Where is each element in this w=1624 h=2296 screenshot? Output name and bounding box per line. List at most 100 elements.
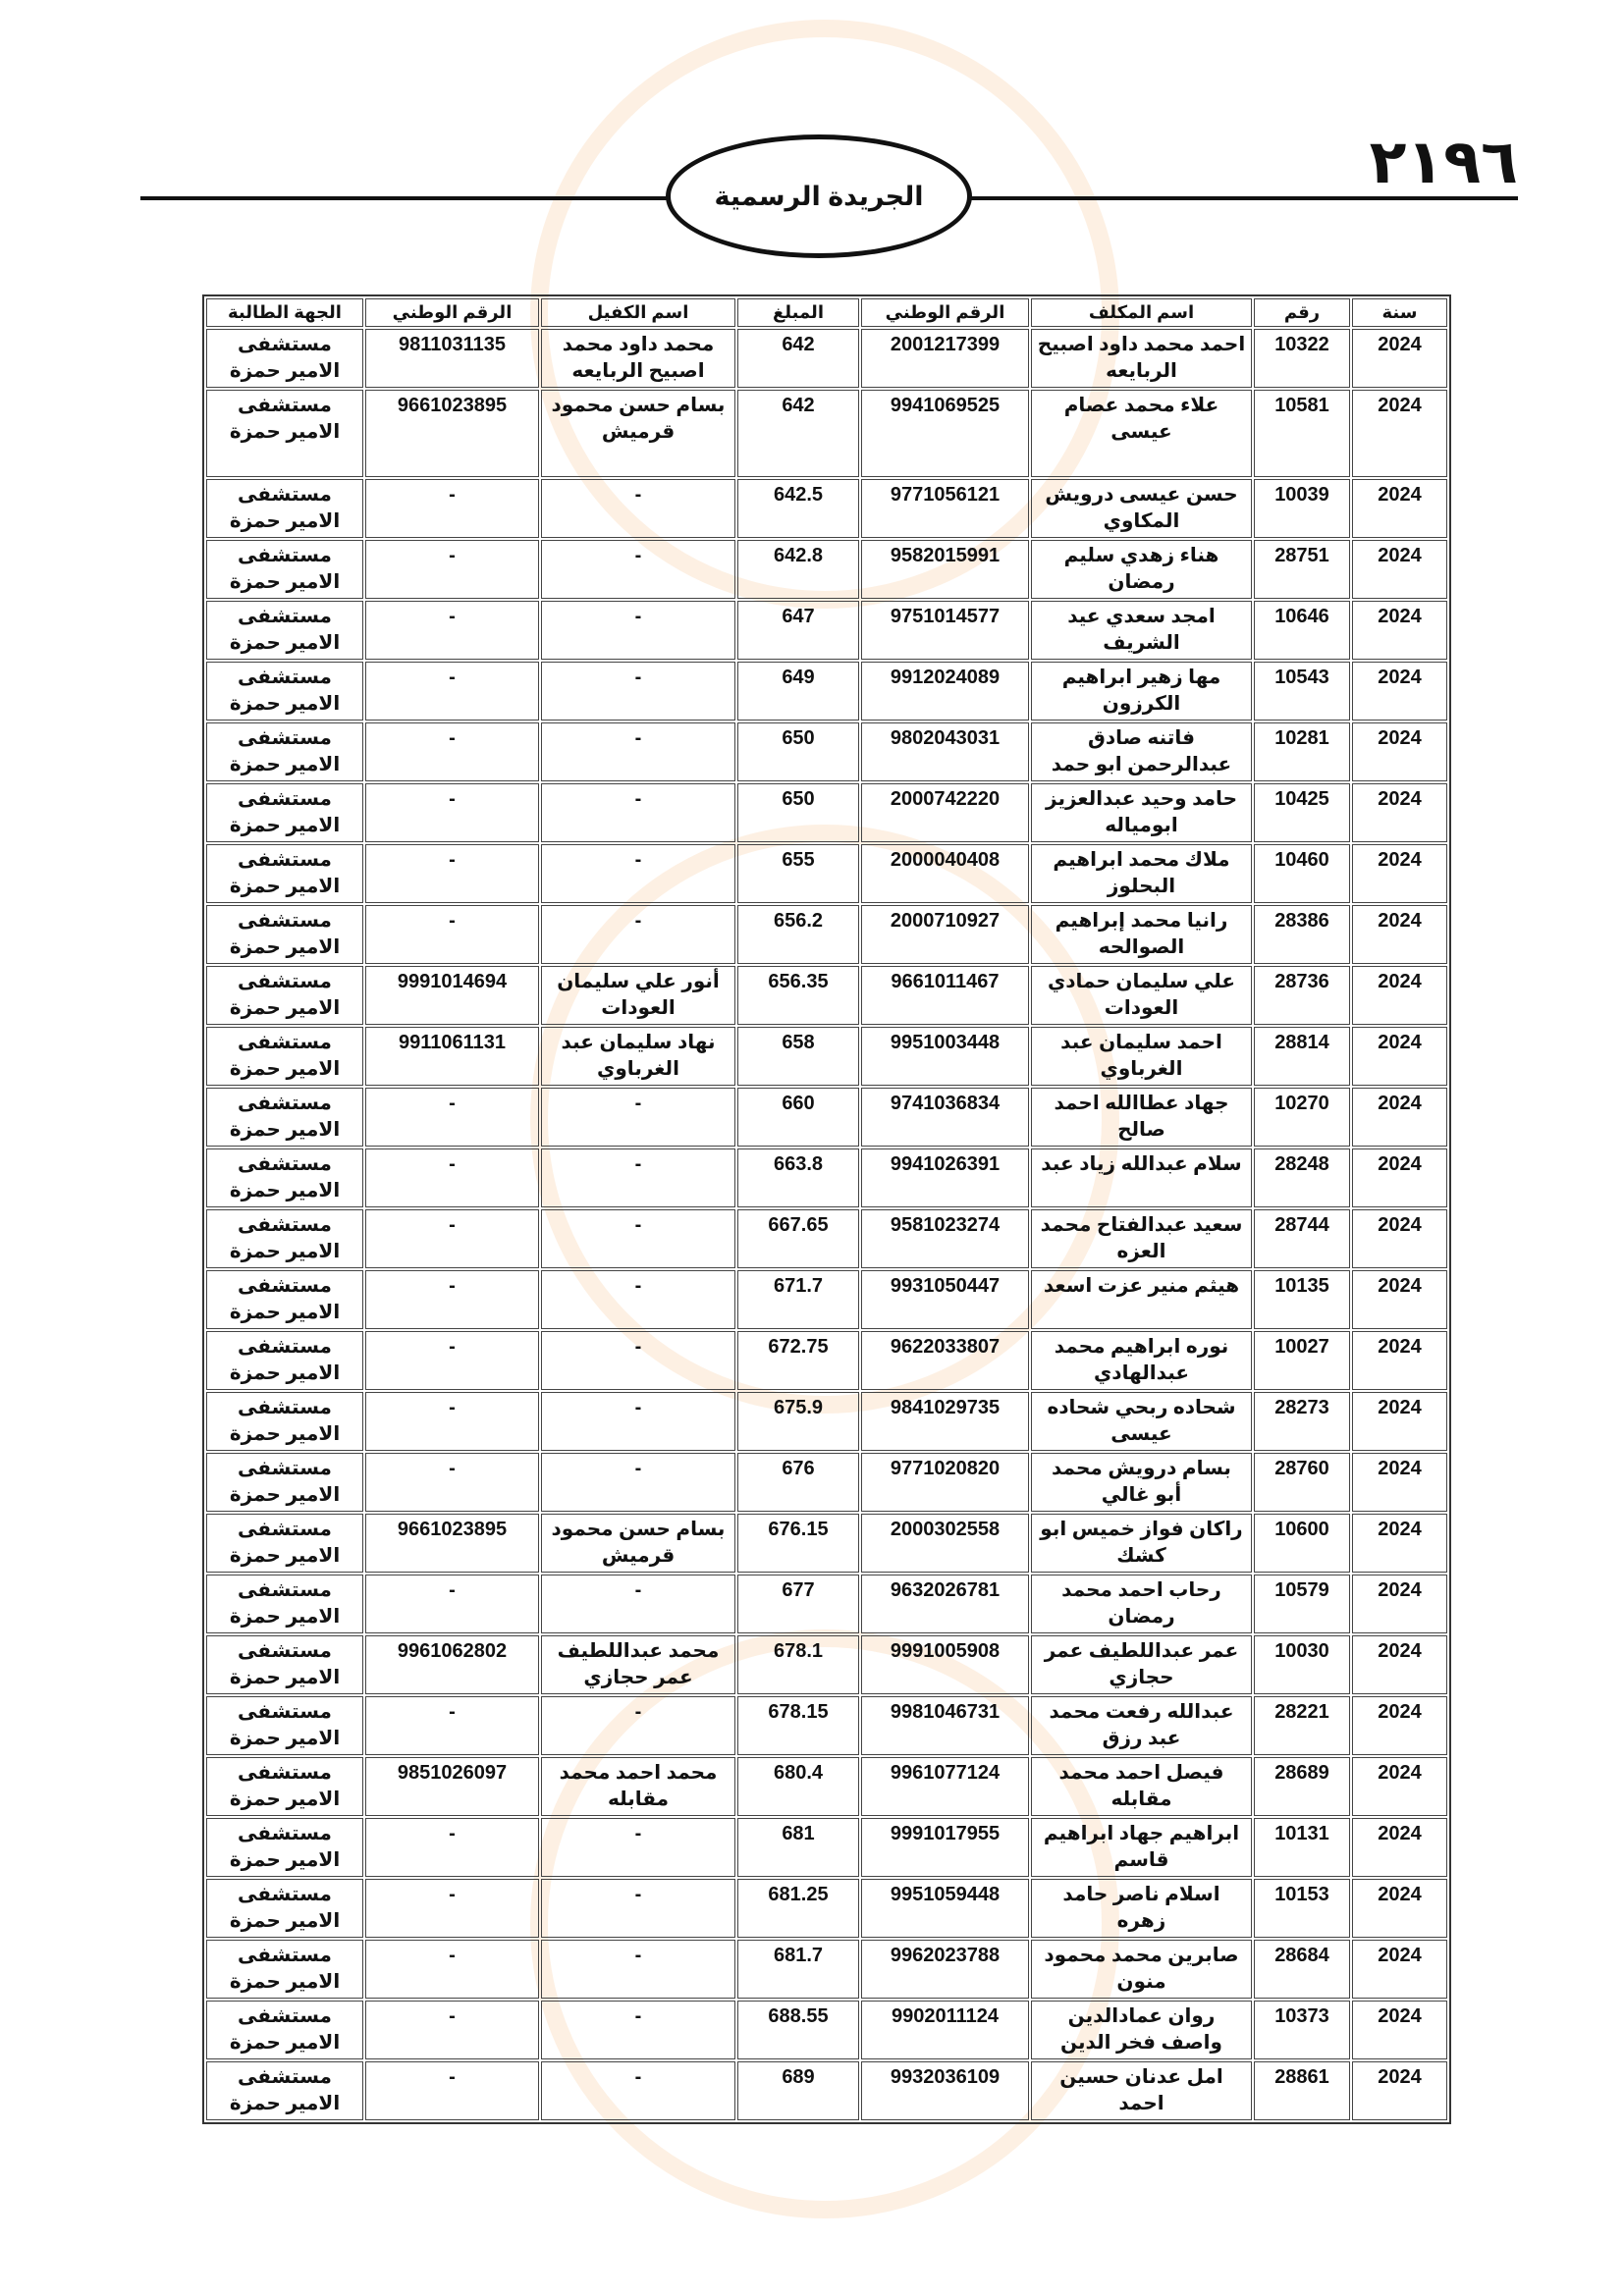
cell-year: 2024 — [1352, 966, 1447, 1025]
cell-year: 2024 — [1352, 1331, 1447, 1390]
cell-guarantor-name: بسام حسن محمود قرميش — [541, 1514, 735, 1573]
cell-record-number: 28248 — [1254, 1148, 1350, 1207]
cell-record-number: 10135 — [1254, 1270, 1350, 1329]
cell-year: 2024 — [1352, 1818, 1447, 1877]
cell-guarantor-national-id: - — [365, 905, 539, 964]
cell-amount: 642.8 — [737, 540, 859, 599]
cell-guarantor-national-id: 9811031135 — [365, 329, 539, 388]
cell-debtor-name: راكان فواز خميس ابو كشك — [1031, 1514, 1252, 1573]
table-row: 2024 10030 عمر عبداللطيف عمر حجازي 99910059… — [206, 1635, 1447, 1694]
cell-guarantor-name: - — [541, 1575, 735, 1633]
cell-record-number: 10460 — [1254, 844, 1350, 903]
table-row: 2024 28744 سعيد عبدالفتاح محمد العزه 958102… — [206, 1209, 1447, 1268]
cell-requesting-agency: مستشفى الامير حمزة — [206, 722, 363, 781]
table-row: 2024 28814 احمد سليمان عبد الغرباوي 9951003… — [206, 1027, 1447, 1086]
cell-record-number: 28689 — [1254, 1757, 1350, 1816]
cell-national-id: 9632026781 — [861, 1575, 1029, 1633]
table-row: 2024 10281 فاتنه صادق عبدالرحمن ابو حمد 980… — [206, 722, 1447, 781]
cell-guarantor-national-id: - — [365, 601, 539, 660]
cell-record-number: 10600 — [1254, 1514, 1350, 1573]
cell-national-id: 9661011467 — [861, 966, 1029, 1025]
cell-year: 2024 — [1352, 1940, 1447, 1999]
cell-amount: 689 — [737, 2061, 859, 2120]
cell-national-id: 2000710927 — [861, 905, 1029, 964]
cell-year: 2024 — [1352, 540, 1447, 599]
table-row: 2024 10270 جهاد عطاالله احمد صالح 974103683… — [206, 1088, 1447, 1147]
cell-record-number: 10131 — [1254, 1818, 1350, 1877]
cell-record-number: 28814 — [1254, 1027, 1350, 1086]
cell-guarantor-name: - — [541, 1940, 735, 1999]
table-row: 2024 28221 عبدالله رفعت محمد عبد رزق 998104… — [206, 1696, 1447, 1755]
cell-guarantor-national-id: - — [365, 540, 539, 599]
cell-national-id: 9741036834 — [861, 1088, 1029, 1147]
cell-debtor-name: حامد وحيد عبدالعزيز ابومياله — [1031, 783, 1252, 842]
cell-record-number: 10373 — [1254, 2001, 1350, 2059]
cell-debtor-name: نوره ابراهيم محمد عبدالهادي — [1031, 1331, 1252, 1390]
cell-record-number: 28273 — [1254, 1392, 1350, 1451]
table-row: 2024 10322 احمد محمد داود اصبيح الربايعه 20… — [206, 329, 1447, 388]
cell-national-id: 9912024089 — [861, 662, 1029, 721]
table-row: 2024 10039 حسن عيسى درويش المكاوي 977105612… — [206, 479, 1447, 538]
cell-year: 2024 — [1352, 844, 1447, 903]
cell-national-id: 9751014577 — [861, 601, 1029, 660]
cell-national-id: 2000302558 — [861, 1514, 1029, 1573]
cell-guarantor-name: أنور علي سليمان العودات — [541, 966, 735, 1025]
cell-guarantor-name: - — [541, 1270, 735, 1329]
table-row: 2024 28751 هناء زهدي سليم رمضان 9582015991 6… — [206, 540, 1447, 599]
cell-debtor-name: ابراهيم جهاد ابراهيم قاسم — [1031, 1818, 1252, 1877]
cell-amount: 656.35 — [737, 966, 859, 1025]
cell-guarantor-name: - — [541, 601, 735, 660]
cell-guarantor-name: - — [541, 1696, 735, 1755]
cell-debtor-name: امجد سعدي عيد الشريف — [1031, 601, 1252, 660]
cell-year: 2024 — [1352, 1088, 1447, 1147]
table-row: 2024 10543 مها زهير ابراهيم الكرزون 9912024… — [206, 662, 1447, 721]
cell-requesting-agency: مستشفى الامير حمزة — [206, 2061, 363, 2120]
cell-debtor-name: مها زهير ابراهيم الكرزون — [1031, 662, 1252, 721]
table-row: 2024 10646 امجد سعدي عيد الشريف 9751014577 6… — [206, 601, 1447, 660]
cell-year: 2024 — [1352, 2001, 1447, 2059]
cell-guarantor-national-id: 9661023895 — [365, 390, 539, 477]
cell-year: 2024 — [1352, 1027, 1447, 1086]
table-row: 2024 28248 سلام عبدالله زياد عبد 9941026391… — [206, 1148, 1447, 1207]
cell-guarantor-national-id: - — [365, 1392, 539, 1451]
cell-guarantor-name: محمد داود محمد اصبيح الربايعه — [541, 329, 735, 388]
cell-guarantor-name: - — [541, 479, 735, 538]
table-row: 2024 10579 رحاب احمد محمد رمضان 9632026781 6… — [206, 1575, 1447, 1633]
cell-debtor-name: عبدالله رفعت محمد عبد رزق — [1031, 1696, 1252, 1755]
cell-requesting-agency: مستشفى الامير حمزة — [206, 390, 363, 477]
cell-debtor-name: فيصل احمد محمد مقابله — [1031, 1757, 1252, 1816]
cell-amount: 656.2 — [737, 905, 859, 964]
cell-national-id: 9961077124 — [861, 1757, 1029, 1816]
column-header-debtor-name: اسم المكلف — [1031, 298, 1252, 327]
cell-year: 2024 — [1352, 1270, 1447, 1329]
cell-national-id: 9582015991 — [861, 540, 1029, 599]
cell-record-number: 28221 — [1254, 1696, 1350, 1755]
cell-guarantor-national-id: - — [365, 1818, 539, 1877]
cell-year: 2024 — [1352, 601, 1447, 660]
table-row: 2024 10153 اسلام ناصر حامد زهره 9951059448 6… — [206, 1879, 1447, 1938]
cell-year: 2024 — [1352, 1209, 1447, 1268]
cell-amount: 678.1 — [737, 1635, 859, 1694]
cell-guarantor-name: - — [541, 1148, 735, 1207]
cell-year: 2024 — [1352, 1148, 1447, 1207]
cell-record-number: 28386 — [1254, 905, 1350, 964]
cell-guarantor-national-id: 9851026097 — [365, 1757, 539, 1816]
cell-amount: 681.25 — [737, 1879, 859, 1938]
cell-debtor-name: اسلام ناصر حامد زهره — [1031, 1879, 1252, 1938]
cell-national-id: 9941069525 — [861, 390, 1029, 477]
cell-guarantor-national-id: - — [365, 662, 539, 721]
table-row: 2024 28760 بسام درويش محمد أبو غالي 9771020… — [206, 1453, 1447, 1512]
cell-amount: 663.8 — [737, 1148, 859, 1207]
cell-amount: 681 — [737, 1818, 859, 1877]
cell-guarantor-name: - — [541, 662, 735, 721]
cell-debtor-name: روان عمادالدين واصف فخر الدين — [1031, 2001, 1252, 2059]
cell-amount: 649 — [737, 662, 859, 721]
cell-record-number: 10153 — [1254, 1879, 1350, 1938]
cell-year: 2024 — [1352, 390, 1447, 477]
cell-guarantor-national-id: - — [365, 1331, 539, 1390]
table-row: 2024 10581 علاء محمد عصام عيسى 9941069525 64… — [206, 390, 1447, 477]
cell-national-id: 9581023274 — [861, 1209, 1029, 1268]
cell-guarantor-national-id: - — [365, 1575, 539, 1633]
cell-record-number: 10646 — [1254, 601, 1350, 660]
debtors-table: سنة رقم اسم المكلف الرقم الوطني المبلغ اسم ال… — [202, 294, 1451, 2124]
